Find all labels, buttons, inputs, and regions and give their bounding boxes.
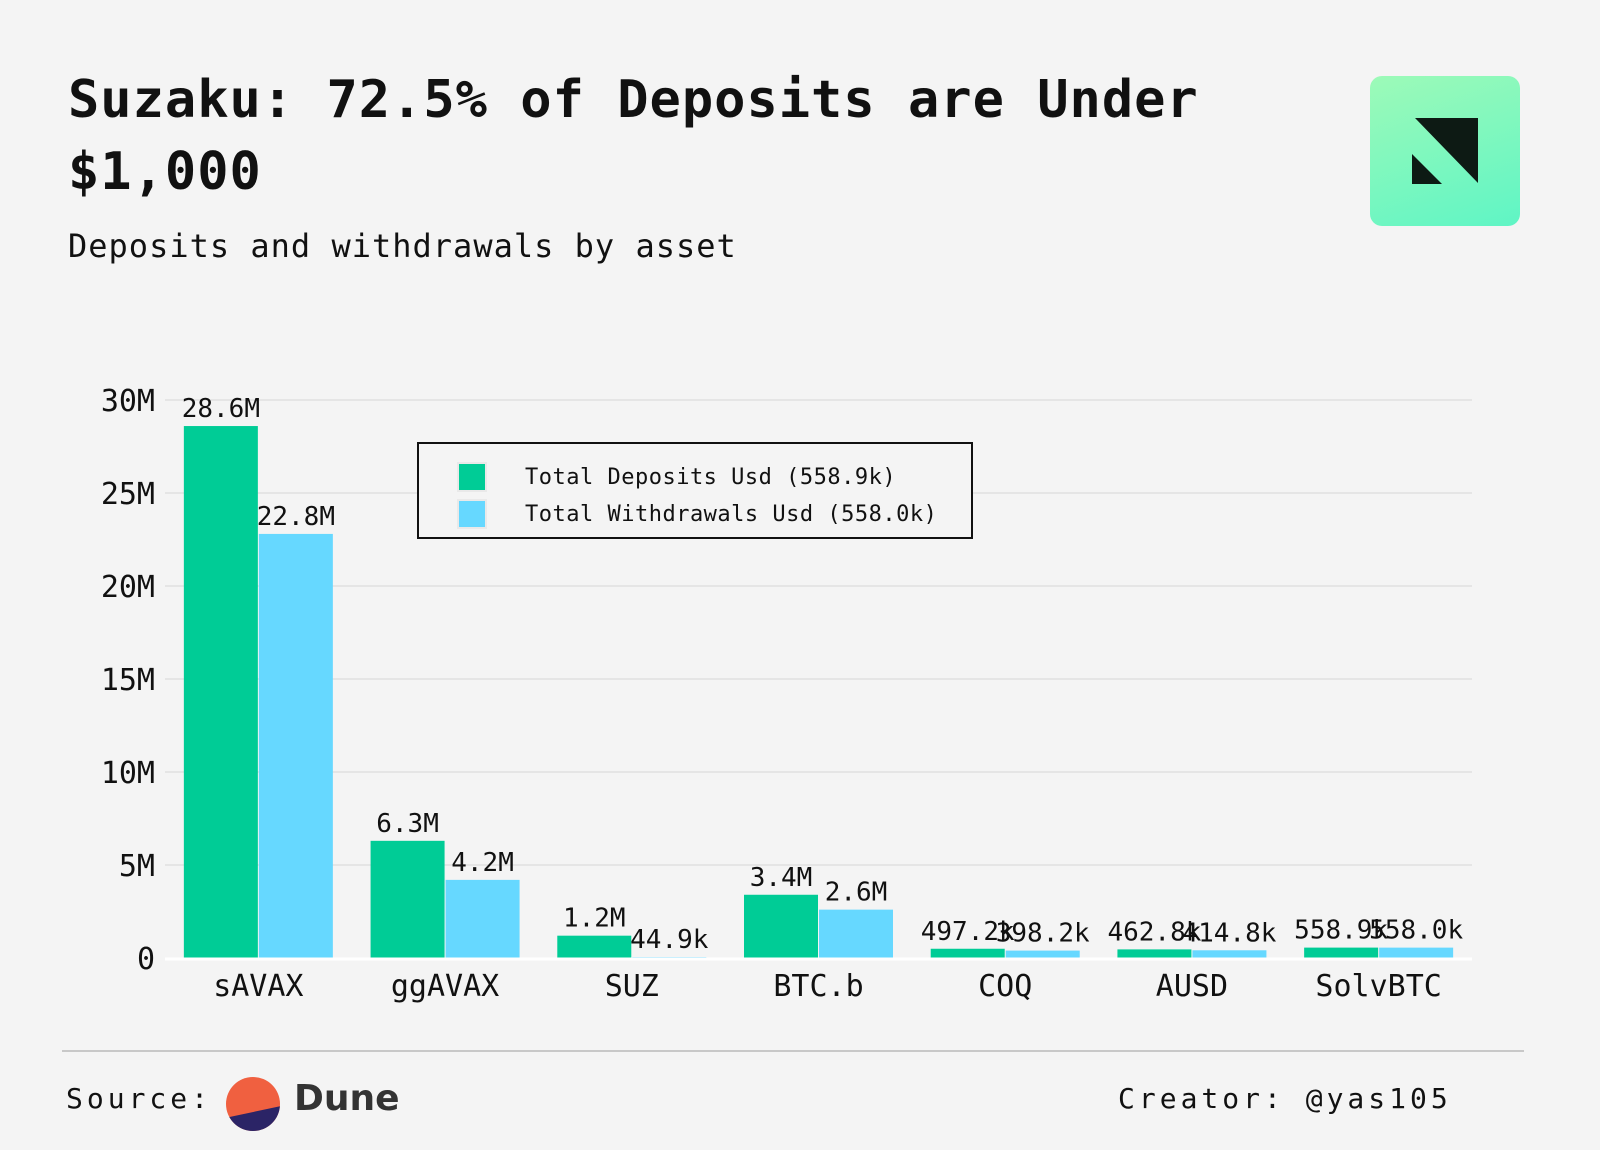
legend-label-deposits: Total Deposits Usd (558.9k) <box>525 464 897 490</box>
legend-label-withdrawals: Total Withdrawals Usd (558.0k) <box>525 501 938 527</box>
data-label-withdrawals: 414.8k <box>1182 918 1276 948</box>
y-tick-label: 5M <box>119 849 155 884</box>
bar-withdrawals <box>258 533 333 958</box>
data-label-deposits: 6.3M <box>376 809 439 839</box>
bar-deposits <box>183 426 258 958</box>
data-label-deposits: 3.4M <box>750 863 813 893</box>
data-label-withdrawals: 2.6M <box>825 878 888 908</box>
y-tick-label: 20M <box>101 570 155 605</box>
y-tick-label: 25M <box>101 477 155 512</box>
legend-swatch-withdrawals <box>457 499 487 529</box>
x-tick-label: SolvBTC <box>1315 969 1441 1004</box>
chart-subtitle: Deposits and withdrawals by asset <box>68 227 737 265</box>
bar-deposits <box>557 935 632 958</box>
bar-deposits <box>744 894 818 958</box>
bar-withdrawals <box>819 909 893 958</box>
x-tick-label: sAVAX <box>213 969 303 1004</box>
bar-deposits <box>370 840 445 958</box>
footer-divider <box>62 1050 1524 1052</box>
data-label-deposits: 462.8k <box>1107 917 1201 947</box>
dune-logo-icon <box>226 1077 280 1131</box>
data-label-withdrawals: 22.8M <box>257 502 335 532</box>
chart-title: Suzaku: 72.5% of Deposits are Under $1,0… <box>68 70 1199 202</box>
y-tick-label: 10M <box>101 756 155 791</box>
brand-logo-mark <box>1412 118 1478 184</box>
bar-deposits <box>1117 949 1192 958</box>
y-tick-label: 30M <box>101 384 155 419</box>
source-name: Dune <box>294 1078 400 1119</box>
bar-deposits <box>1304 947 1379 958</box>
data-label-withdrawals: 4.2M <box>451 848 514 878</box>
brand-logo-icon <box>1370 76 1520 226</box>
data-label-deposits: 28.6M <box>182 394 260 424</box>
bar-withdrawals <box>1192 950 1267 958</box>
x-tick-label: BTC.b <box>773 969 863 1004</box>
data-label-deposits: 1.2M <box>563 904 626 934</box>
data-label-deposits: 497.2k <box>921 917 1015 947</box>
data-label-deposits: 558.9k <box>1294 916 1388 946</box>
x-tick-label: COQ <box>978 969 1032 1004</box>
chart-legend: Total Deposits Usd (558.9k) Total Withdr… <box>417 442 973 539</box>
bar-withdrawals <box>1005 950 1080 958</box>
data-label-withdrawals: 398.2k <box>996 919 1090 949</box>
legend-swatch-deposits <box>457 462 487 492</box>
x-tick-label: SUZ <box>605 969 659 1004</box>
data-label-withdrawals: 44.9k <box>630 925 709 955</box>
data-label-withdrawals: 558.0k <box>1369 916 1463 946</box>
y-tick-label: 15M <box>101 663 155 698</box>
creator-credit: Creator: @yas105 <box>1118 1082 1452 1115</box>
bar-chart: 0 5M 10M 15M 20M 25M 30M 28.6M 22.8M sAVAX 6.3M 4.2… <box>101 384 1472 1004</box>
legend-item-withdrawals: Total Withdrawals Usd (558.0k) <box>457 499 937 529</box>
x-tick-label: ggAVAX <box>391 969 499 1004</box>
bar-withdrawals <box>1379 947 1454 958</box>
bar-deposits <box>930 948 1005 958</box>
bar-withdrawals <box>445 879 520 958</box>
x-tick-label: AUSD <box>1156 969 1228 1004</box>
source-label: Source: <box>66 1082 213 1115</box>
y-tick-label: 0 <box>137 942 155 977</box>
legend-item-deposits: Total Deposits Usd (558.9k) <box>457 462 896 492</box>
